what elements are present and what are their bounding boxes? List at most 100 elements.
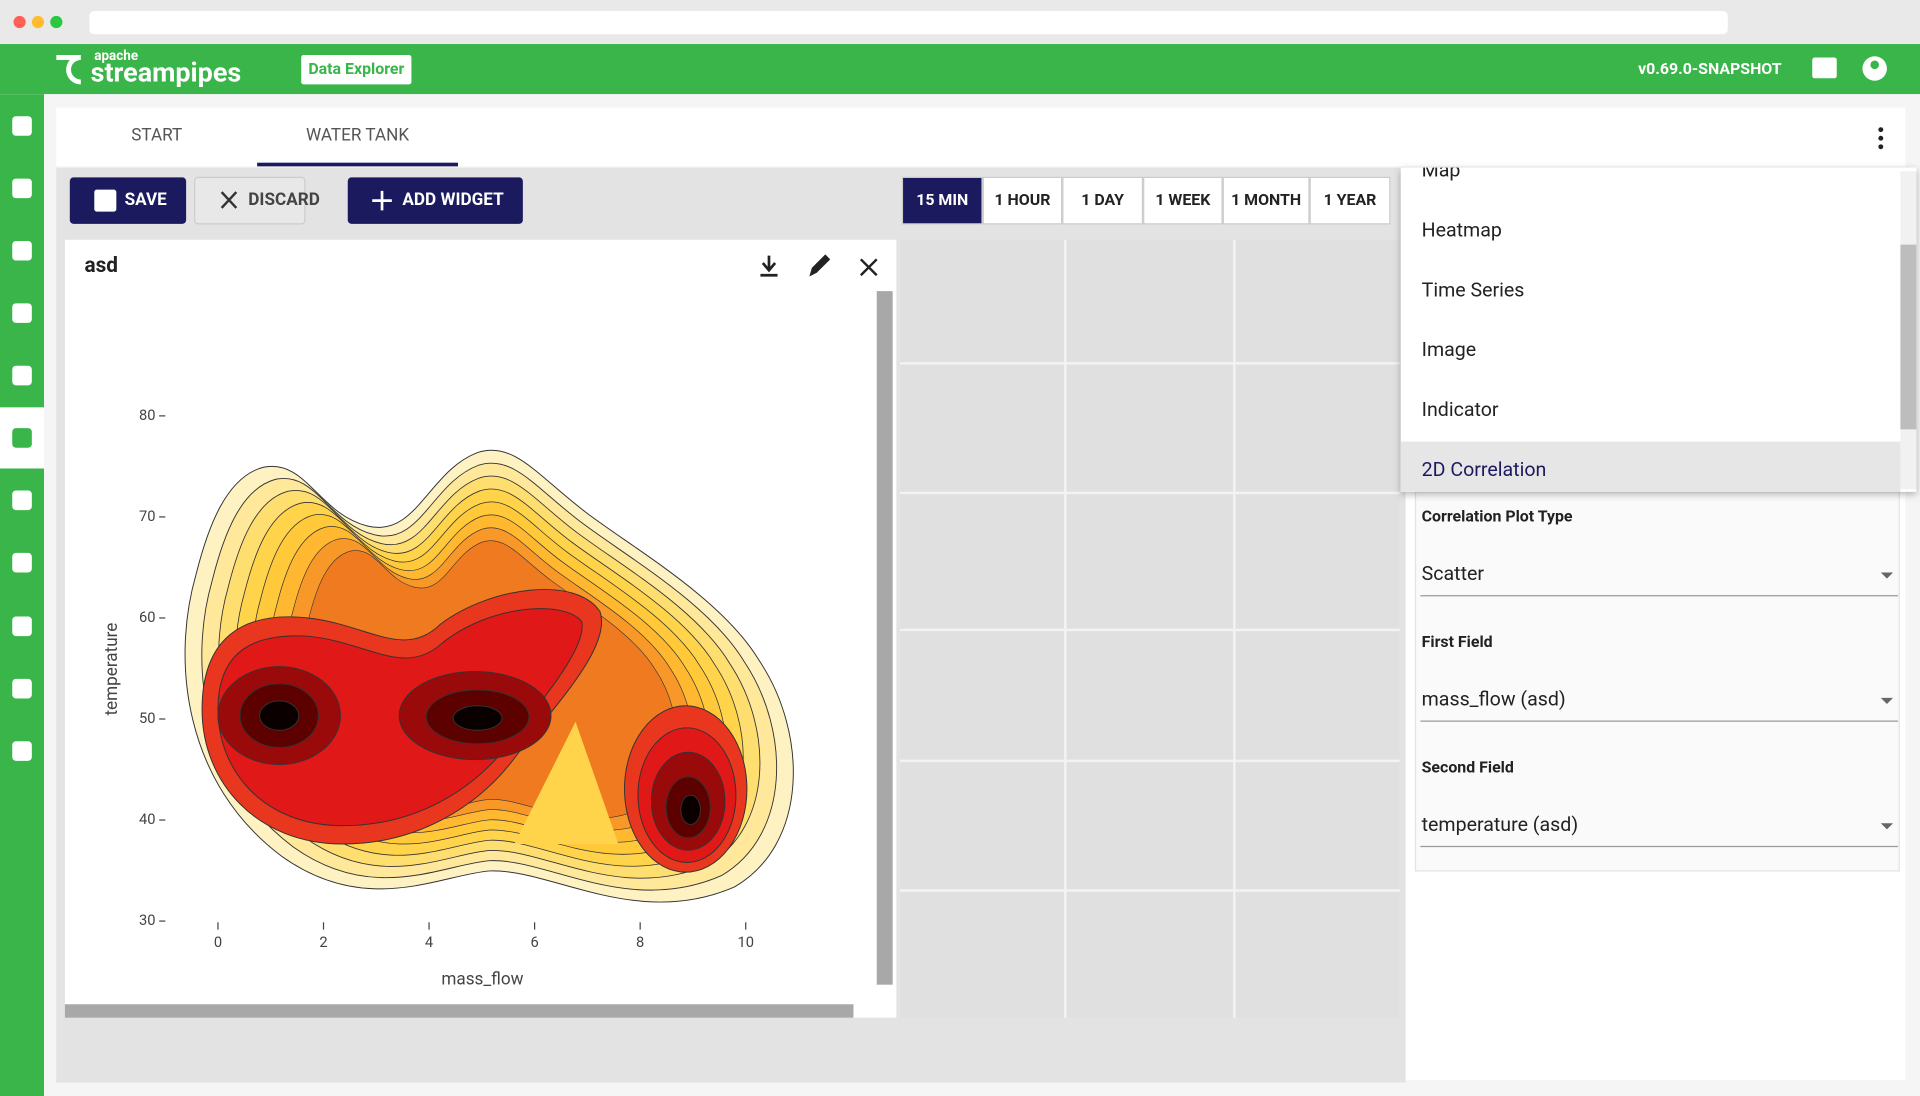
grid-guides bbox=[900, 239, 1400, 1018]
time-range-label: 1 YEAR bbox=[1324, 190, 1377, 209]
y-tick-label: 70 bbox=[139, 507, 156, 525]
field-value[interactable]: mass_flow (asd) bbox=[1422, 687, 1566, 710]
menu-items: Map Heatmap Time Series Image Indicator 2D Co… bbox=[1400, 158, 1901, 492]
menu-item[interactable]: Time Series bbox=[1422, 278, 1525, 301]
contour-level bbox=[452, 705, 503, 731]
version: v0.69.0-SNAPSHOT bbox=[1638, 59, 1782, 78]
menu-scroll-thumb[interactable] bbox=[1900, 244, 1917, 430]
sidebar-icons bbox=[0, 116, 45, 761]
app-header bbox=[0, 44, 1920, 95]
menu-item[interactable]: Image bbox=[1422, 338, 1477, 361]
account-icon-head bbox=[1870, 60, 1879, 70]
discard-button[interactable] bbox=[194, 176, 306, 225]
menu-item[interactable]: Map bbox=[1422, 158, 1461, 182]
v-scrollbar[interactable] bbox=[876, 291, 893, 985]
y-tick-label: 40 bbox=[139, 810, 156, 828]
y-tick-label: 50 bbox=[139, 709, 156, 727]
x-tick-label: 0 bbox=[214, 933, 222, 951]
save-button[interactable] bbox=[69, 177, 187, 224]
field-arrow[interactable] bbox=[1880, 823, 1894, 830]
sidebar-icon[interactable] bbox=[12, 116, 32, 136]
time-range-button[interactable] bbox=[1143, 176, 1223, 225]
time-range-button[interactable] bbox=[1062, 176, 1144, 225]
menu-item[interactable]: Indicator bbox=[1422, 398, 1499, 421]
sidebar-icon[interactable] bbox=[12, 428, 32, 448]
settings-box bbox=[1414, 491, 1900, 872]
field-label: Correlation Plot Type bbox=[1422, 507, 1573, 526]
field-label: Second Field bbox=[1422, 757, 1514, 776]
add-widget-button[interactable] bbox=[347, 177, 523, 224]
x-axis-label: mass_flow bbox=[441, 969, 523, 989]
more-menu[interactable] bbox=[1878, 127, 1884, 133]
sidebar-icon[interactable] bbox=[12, 365, 32, 386]
menu-item[interactable]: Heatmap bbox=[1422, 218, 1502, 241]
url-bar[interactable] bbox=[89, 11, 1728, 35]
time-range-label: 1 DAY bbox=[1081, 190, 1124, 209]
contour-level bbox=[259, 700, 300, 731]
contour-plot bbox=[184, 449, 794, 903]
sidebar-icon[interactable] bbox=[12, 178, 32, 199]
y-tick-label: 30 bbox=[139, 911, 156, 929]
more-menu-dot bbox=[1878, 144, 1884, 150]
sidebar-icon[interactable] bbox=[12, 616, 32, 637]
more-menu-dot bbox=[1878, 135, 1884, 141]
time-range-group: 15 MIN 1 HOUR 1 DAY 1 WEEK 1 MONTH 1 YEAR bbox=[901, 176, 1391, 225]
contour-level bbox=[680, 794, 701, 825]
field-label: First Field bbox=[1422, 632, 1493, 651]
button-label: SAVE bbox=[125, 190, 168, 210]
x-tick-label: 2 bbox=[319, 933, 327, 951]
y-axis-label: temperature bbox=[102, 623, 122, 716]
window-minimize[interactable] bbox=[31, 15, 45, 29]
h-scrollbar[interactable] bbox=[64, 1004, 854, 1018]
x-tick-label: 8 bbox=[636, 933, 644, 951]
y-tick-label: 80 bbox=[139, 406, 156, 424]
menu-item[interactable]: 2D Correlation bbox=[1422, 458, 1547, 481]
field-arrow[interactable] bbox=[1880, 697, 1894, 704]
axes: 0 2 4 6 8 10 30 40 50 60 70 80 mass_flow temperature bbox=[102, 406, 754, 990]
field-value[interactable]: temperature (asd) bbox=[1422, 813, 1579, 836]
y-tick-label: 60 bbox=[139, 608, 156, 626]
time-range-button[interactable] bbox=[1309, 176, 1391, 225]
tab[interactable]: START bbox=[131, 125, 182, 145]
time-range-label: 1 HOUR bbox=[994, 190, 1050, 209]
window-close[interactable] bbox=[13, 15, 26, 29]
sidebar-icon[interactable] bbox=[12, 552, 32, 573]
tab[interactable]: WATER TANK bbox=[306, 125, 409, 145]
time-range-label: 15 MIN bbox=[916, 190, 968, 209]
button-label: DISCARD bbox=[248, 190, 320, 210]
sidebar-icon[interactable] bbox=[12, 678, 32, 699]
sidebar-icon[interactable] bbox=[12, 741, 32, 761]
tab-bar bbox=[56, 107, 1906, 167]
save-icon bbox=[94, 189, 117, 212]
menu-highlight bbox=[1400, 441, 1901, 492]
download-icon[interactable] bbox=[760, 255, 778, 277]
time-range-button[interactable] bbox=[1222, 176, 1310, 225]
window-maximize[interactable] bbox=[50, 15, 63, 29]
dropdown-menu bbox=[1400, 167, 1917, 492]
sidebar-icon[interactable] bbox=[12, 303, 32, 323]
x-tick-label: 4 bbox=[425, 933, 433, 951]
time-range-label: 1 MONTH bbox=[1231, 190, 1301, 209]
brand: streampipes bbox=[91, 57, 242, 89]
time-range-button[interactable] bbox=[901, 176, 983, 225]
time-range-label: 1 WEEK bbox=[1155, 190, 1211, 209]
field-value[interactable]: Scatter bbox=[1422, 562, 1485, 585]
module-name: Data Explorer bbox=[308, 59, 404, 78]
field-arrow[interactable] bbox=[1880, 572, 1894, 579]
add-icon bbox=[372, 190, 392, 211]
x-tick-label: 6 bbox=[530, 933, 538, 951]
sidebar-icon[interactable] bbox=[12, 490, 32, 511]
logo-icon bbox=[56, 55, 82, 85]
time-range-button[interactable] bbox=[982, 176, 1063, 225]
feedback-icon[interactable] bbox=[1812, 57, 1837, 79]
edit-icon[interactable] bbox=[809, 254, 831, 277]
sidebar-icon[interactable] bbox=[12, 240, 32, 261]
widget-title: asd bbox=[84, 254, 118, 278]
button-label: ADD WIDGET bbox=[402, 190, 504, 210]
close-icon[interactable] bbox=[859, 258, 878, 277]
contour-level bbox=[514, 721, 619, 845]
module-badge bbox=[301, 55, 412, 85]
sidebar bbox=[0, 94, 45, 1096]
